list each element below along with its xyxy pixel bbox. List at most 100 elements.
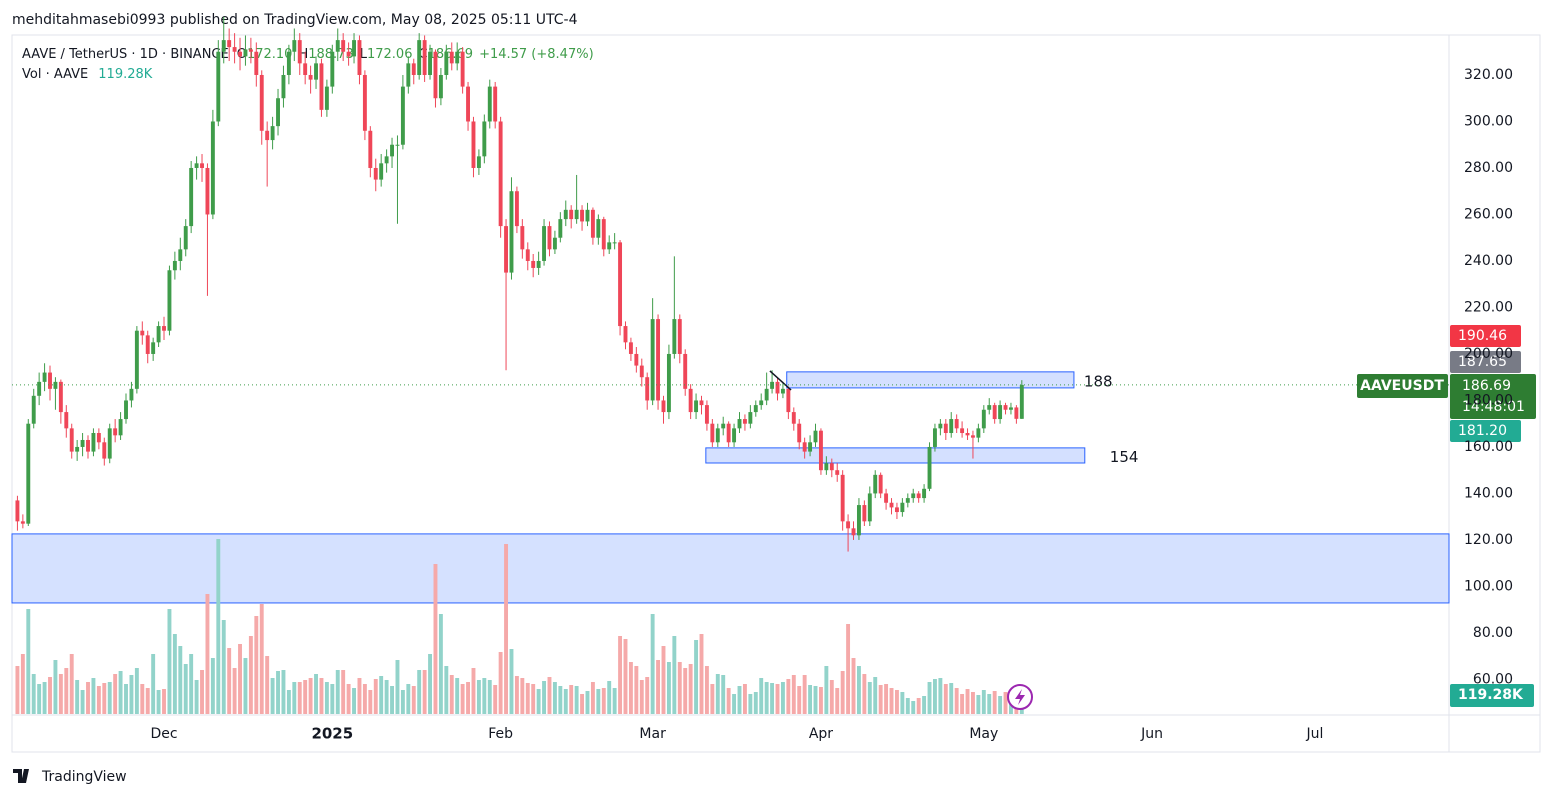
candle-body (221, 40, 226, 52)
volume-bar (118, 671, 123, 714)
volume-bar (183, 664, 188, 714)
volume-bar (362, 684, 367, 714)
volume-bar (194, 680, 199, 714)
candle-body (520, 226, 525, 250)
plot: 188 154 (11, 16, 1450, 714)
candle-body (335, 40, 340, 52)
volume-bar (835, 688, 840, 714)
candle-body (884, 493, 889, 503)
last-price-badge (1450, 374, 1536, 419)
candle-body (118, 419, 123, 436)
volume-bar (31, 674, 36, 714)
badge (1450, 325, 1521, 347)
candle-body (639, 365, 644, 378)
volume-bar (813, 686, 818, 714)
candle-body (780, 388, 785, 394)
candle-body (422, 40, 427, 75)
volume-bar (558, 686, 563, 714)
volume-bar (683, 668, 688, 714)
candle-body (151, 342, 156, 354)
volume-bar (210, 658, 215, 714)
volume-bar (129, 675, 134, 714)
candle-body (319, 63, 324, 110)
candle-body (107, 428, 112, 459)
volume-bar (715, 674, 720, 714)
volume-title: Vol · AAVE (22, 67, 88, 82)
volume-bar (656, 660, 661, 714)
candle-body (949, 419, 954, 434)
candle-body (1019, 384, 1024, 419)
volume-bar (911, 701, 916, 714)
candle-body (726, 423, 731, 443)
volume-bar (601, 688, 606, 714)
candle-body (634, 353, 639, 366)
ohlc-key: L (360, 47, 368, 62)
y-tick-label: 180.00 (1464, 392, 1513, 408)
volume-bar (607, 681, 612, 714)
candle-body (384, 156, 389, 164)
volume-bar (162, 689, 166, 714)
volume-bar (536, 689, 541, 714)
candle-body (590, 209, 595, 238)
volume-bar (791, 675, 796, 714)
volume-bar (634, 666, 639, 714)
volume-bar (525, 683, 530, 714)
volume-bar (15, 666, 20, 714)
candle-body (704, 405, 709, 424)
volume-bar (878, 685, 883, 714)
volume-bar (324, 682, 329, 714)
x-tick-label: Jul (1306, 726, 1324, 742)
zone-label: 154 (1110, 448, 1139, 466)
candle-body (308, 74, 313, 80)
badge (1450, 351, 1521, 373)
volume-bar (824, 666, 829, 714)
volume-bar (900, 692, 905, 714)
volume-bar (476, 680, 481, 714)
volume-bar (987, 694, 992, 714)
volume-bar (167, 609, 172, 714)
volume-bar (37, 684, 42, 714)
volume-bar (884, 684, 889, 714)
volume-bar (704, 666, 709, 714)
volume-bar (732, 694, 737, 714)
volume-bar (308, 678, 313, 714)
candle-body (205, 167, 210, 215)
volume-bar (770, 683, 775, 714)
candle-body (460, 51, 465, 87)
candle-body (341, 40, 346, 52)
volume-bar (189, 654, 194, 714)
volume-bar (42, 682, 47, 714)
candle-body (954, 419, 959, 429)
volume-bar (780, 682, 785, 714)
volume-bar (482, 678, 487, 714)
candle-body (498, 121, 503, 227)
volume-bar (221, 620, 226, 714)
volume-bar (417, 670, 422, 714)
volume-bar (449, 675, 454, 714)
snapshot-icon[interactable] (1007, 684, 1033, 710)
candle-body (981, 409, 986, 429)
volume-bar (504, 544, 509, 714)
candle-body (677, 319, 682, 354)
volume-bar (335, 670, 340, 714)
symbol: AAVE / TetherUS · 1D · BINANCE (22, 47, 229, 62)
candle-body (145, 335, 150, 354)
volume-bar (471, 668, 476, 714)
candle-body (200, 163, 204, 168)
volume-bar (124, 684, 128, 714)
volume-bar (373, 679, 378, 714)
candle-body (58, 381, 63, 413)
volume-bar (352, 688, 356, 714)
candle-body (53, 381, 58, 389)
candle-body (840, 474, 845, 522)
candle-body (1009, 407, 1013, 410)
candle-body (748, 412, 753, 424)
candle-body (357, 40, 362, 75)
candle-body (558, 219, 563, 238)
volume-bar (509, 649, 514, 714)
candle-body (455, 51, 460, 64)
volume-bar (238, 644, 242, 714)
candle-body (932, 428, 937, 447)
volume-bar (444, 666, 449, 714)
